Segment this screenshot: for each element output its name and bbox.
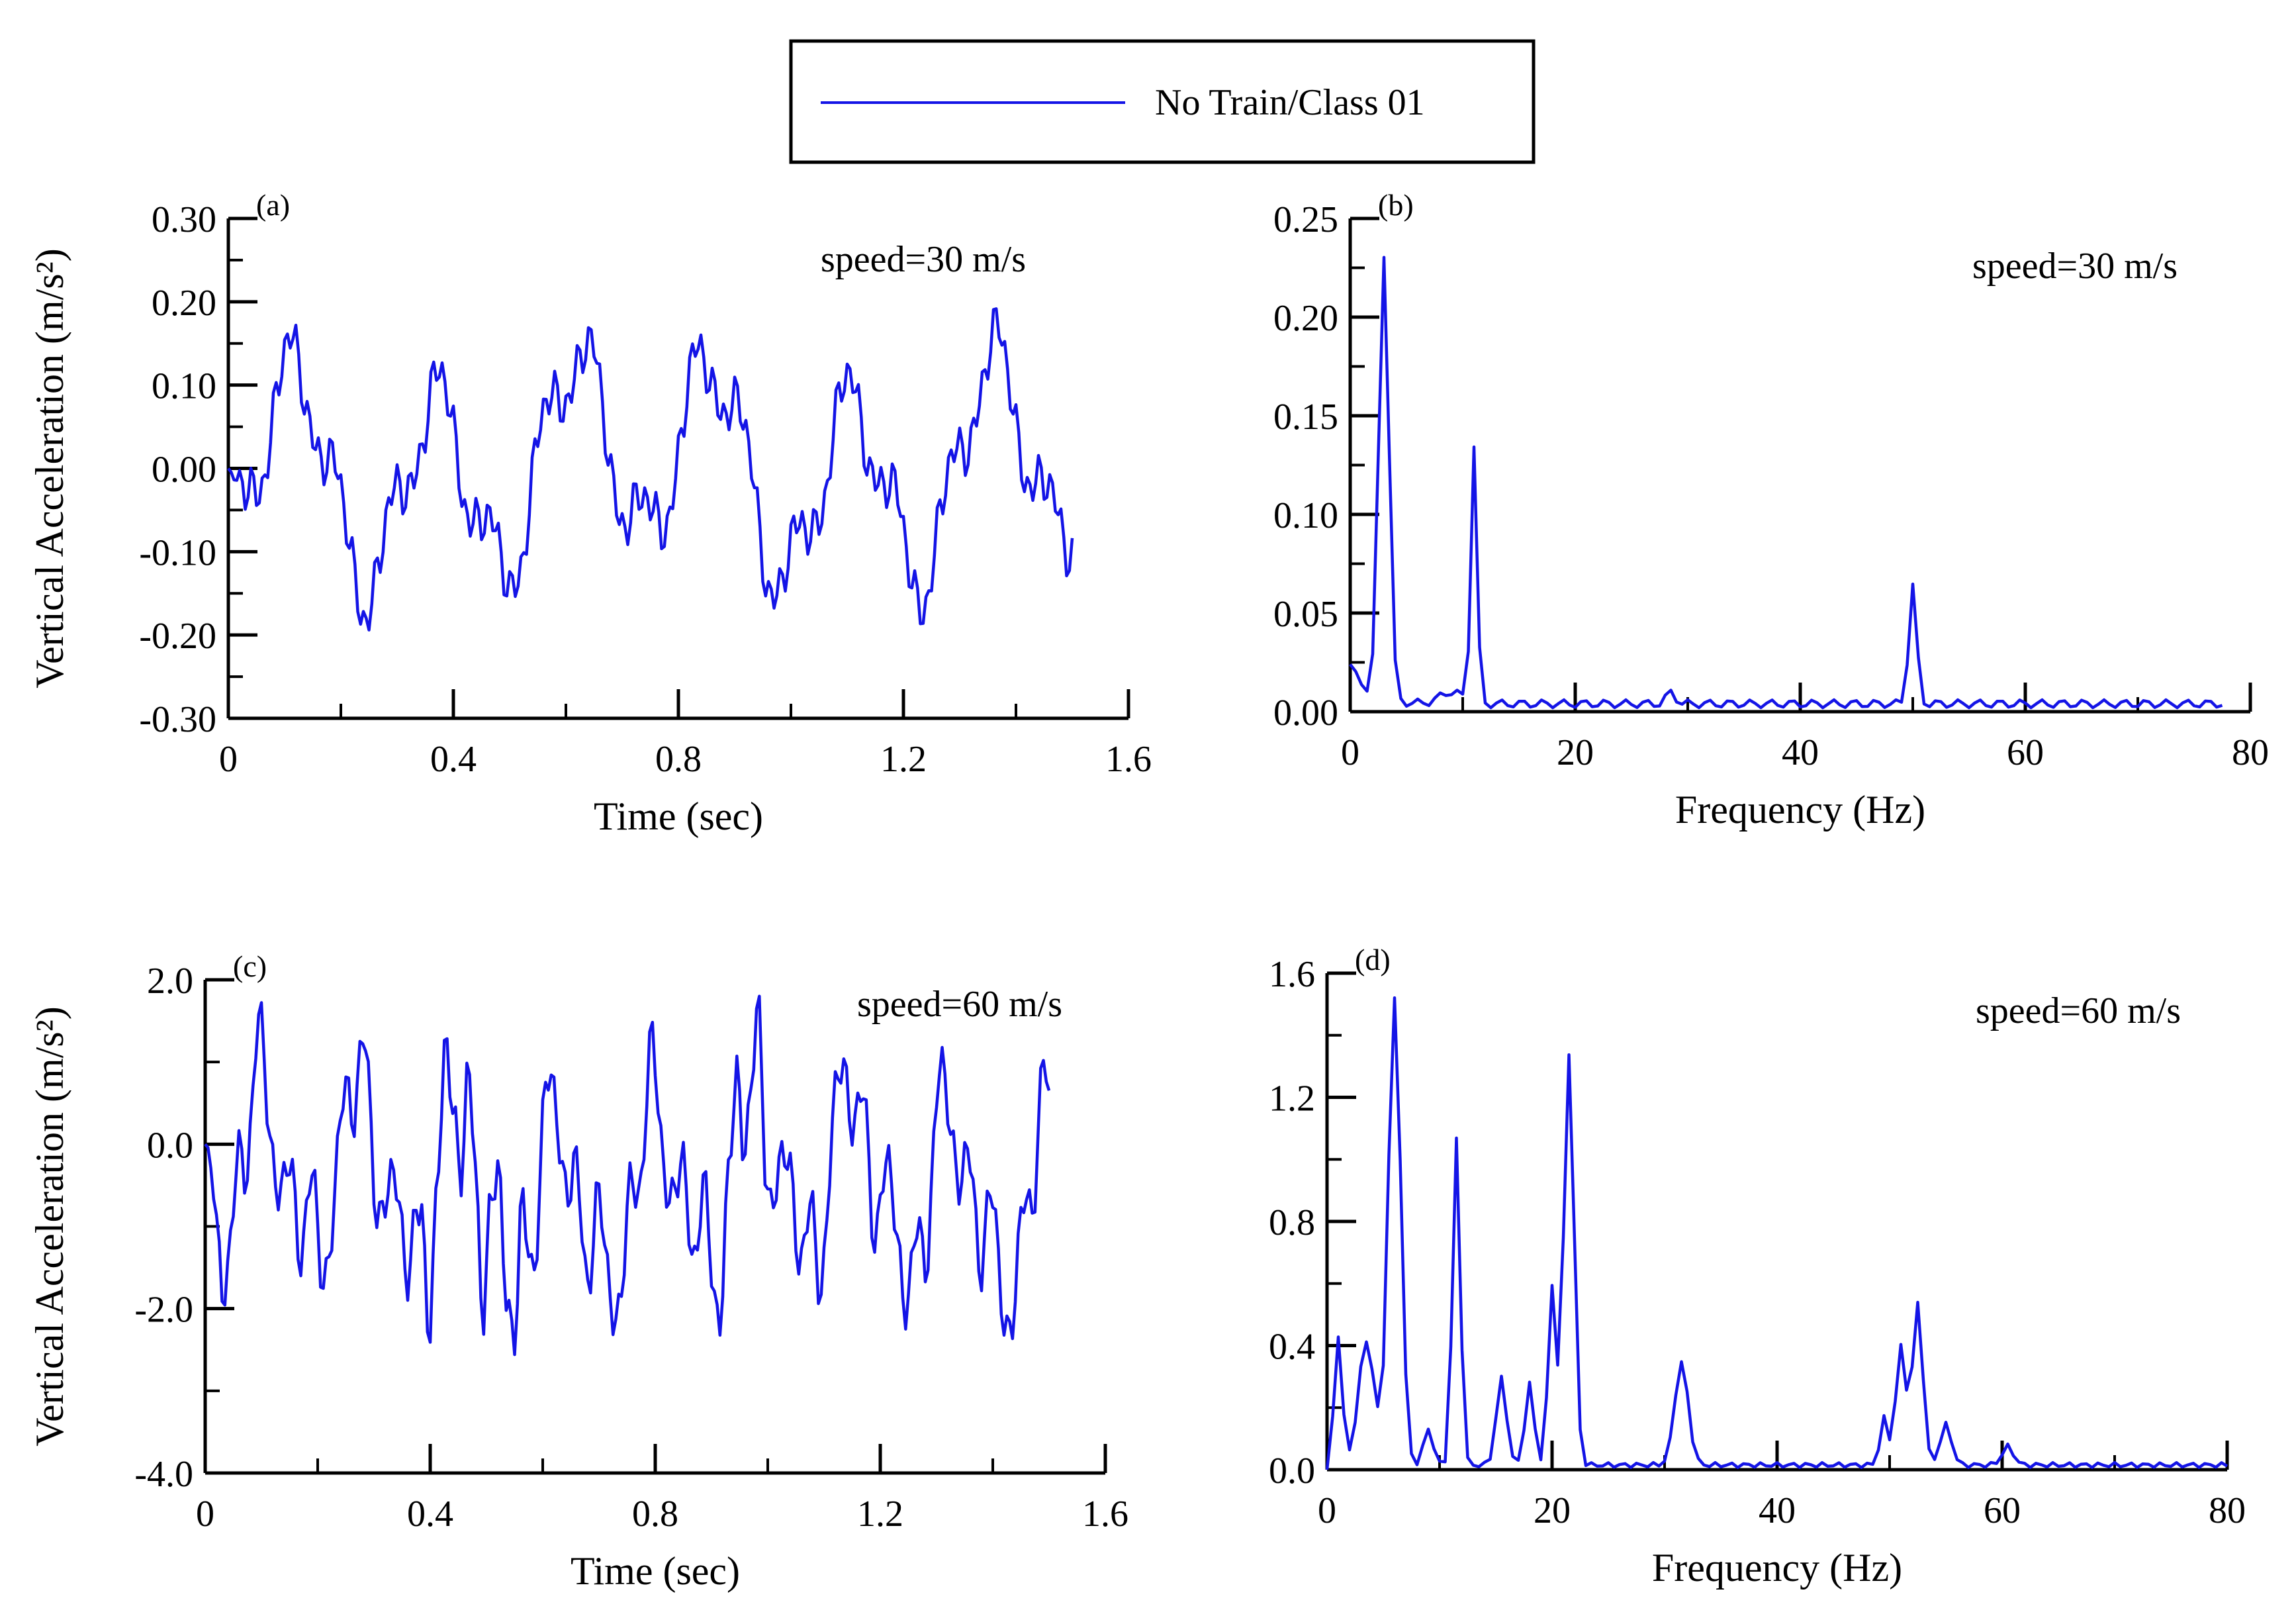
x-tick-label: 0	[196, 1494, 214, 1535]
panel-c: 0 0.4 0.8 1.2 1.6 -4.0 -2.0 0.0 2.0 (c) speed=60 m…	[28, 949, 1128, 1593]
y-tick-label: 0.10	[1273, 495, 1338, 536]
y-tick-label: 0.00	[152, 450, 216, 491]
y-tick-label: 0.15	[1273, 397, 1338, 438]
x-tick-label: 80	[2232, 732, 2269, 773]
panel-label: (b)	[1378, 188, 1414, 222]
x-tick-label: 1.6	[1082, 1494, 1128, 1535]
y-axis-label: Vertical Acceleration (m/s²)	[28, 1006, 71, 1446]
y-tick-label: 0.8	[1269, 1202, 1315, 1243]
x-tick-label: 1.6	[1105, 739, 1152, 780]
y-tick-label: 0.4	[1269, 1327, 1315, 1368]
speed-annotation: speed=60 m/s	[1976, 990, 2181, 1031]
x-tick-label: 0	[1341, 732, 1359, 773]
x-tick-label: 1.2	[880, 739, 927, 780]
y-tick-label: -0.30	[139, 699, 216, 740]
panel-label: (d)	[1355, 943, 1391, 976]
x-tick-label: 0	[1318, 1490, 1336, 1531]
y-tick-label: 0.10	[152, 366, 216, 407]
y-tick-label: -4.0	[134, 1454, 193, 1495]
x-tick-label: 0.8	[655, 739, 702, 780]
x-axis-label: Frequency (Hz)	[1675, 788, 1925, 832]
x-tick-label: 20	[1534, 1490, 1571, 1531]
x-axis-label: Time (sec)	[594, 794, 763, 838]
legend: No Train/Class 01	[789, 39, 1536, 164]
x-tick-label: 40	[1759, 1490, 1796, 1531]
legend-label: No Train/Class 01	[1155, 82, 1425, 123]
y-tick-label: 2.0	[147, 961, 193, 1002]
x-axis-label: Time (sec)	[571, 1549, 740, 1593]
panel-d: 0 20 40 60 80 0.0 0.4 0.8 1.2 1.6 (d) speed=60 m/s F…	[1269, 943, 2246, 1590]
panel-b: 0 20 40 60 80 0.00 0.05 0.10 0.15 0.20 0.25 (b) spee…	[1273, 188, 2269, 832]
y-tick-label: 0.0	[1269, 1451, 1315, 1492]
y-tick-label: -0.10	[139, 532, 216, 573]
x-axis-label: Frequency (Hz)	[1652, 1546, 1902, 1590]
x-tick-label: 60	[2007, 732, 2044, 773]
speed-annotation: speed=30 m/s	[1972, 246, 2178, 287]
x-tick-label: 0.4	[407, 1494, 453, 1535]
y-tick-label: 0.25	[1273, 199, 1338, 240]
x-tick-label: 0	[219, 739, 238, 780]
x-tick-label: 0.4	[430, 739, 477, 780]
y-tick-label: 0.20	[1273, 298, 1338, 339]
y-tick-label: 0.05	[1273, 594, 1338, 635]
panels: 0 0.4 0.8 1.2 1.6-0.30-0.20-0.100.000.100.20…	[28, 188, 2269, 1593]
y-axis-label: Vertical Acceleration (m/s²)	[28, 248, 71, 688]
y-tick-label: 0.00	[1273, 692, 1338, 734]
y-tick-label: 0.0	[147, 1125, 193, 1166]
x-tick-label: 20	[1557, 732, 1594, 773]
y-tick-label: 0.30	[152, 199, 216, 240]
x-tick-label: 60	[1984, 1490, 2021, 1531]
speed-annotation: speed=30 m/s	[821, 239, 1026, 280]
x-tick-label: 80	[2209, 1490, 2246, 1531]
y-tick-label: 0.20	[152, 283, 216, 324]
y-tick-label: 1.6	[1269, 954, 1315, 995]
series-line-d	[1325, 996, 2228, 1470]
panel-label: (c)	[233, 949, 267, 983]
x-tick-label: 40	[1782, 732, 1819, 773]
series-line-a	[227, 307, 1074, 632]
panel-a: 0 0.4 0.8 1.2 1.6 -0.30 -0.20 -0.10 0.00 0.10 0.20…	[28, 188, 1152, 838]
panel-label: (a)	[256, 188, 290, 222]
y-tick-label: 1.2	[1269, 1078, 1315, 1119]
speed-annotation: speed=60 m/s	[857, 984, 1062, 1025]
series-line-b	[1349, 256, 2223, 710]
x-tick-label: 0.8	[632, 1494, 678, 1535]
y-tick-label: -0.20	[139, 616, 216, 657]
series-line-c	[204, 994, 1051, 1356]
y-tick-label: -2.0	[134, 1290, 193, 1331]
x-tick-label: 1.2	[857, 1494, 903, 1535]
